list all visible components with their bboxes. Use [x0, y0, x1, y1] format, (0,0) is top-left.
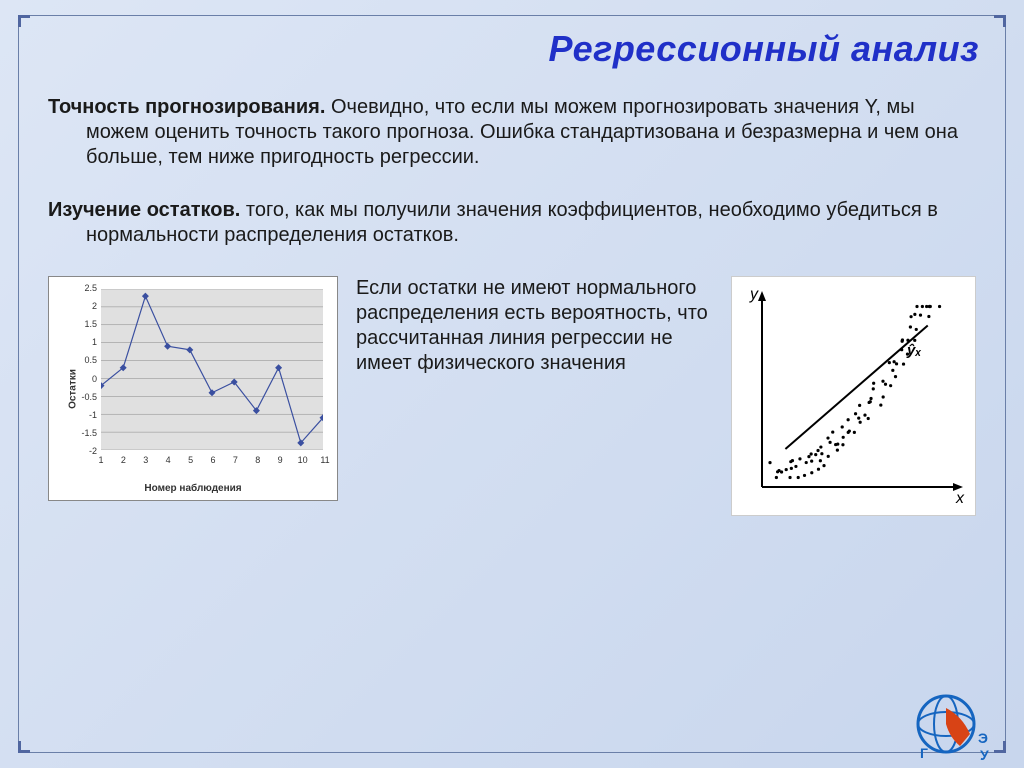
chart2-line-label: ŷₓ: [906, 342, 921, 359]
chart1-ytick: -1.5: [69, 428, 97, 438]
chart1-x-axis-label: Номер наблюдения: [144, 483, 241, 494]
bottom-row: Остатки Номер наблюдения 2.521.510.50-0.…: [48, 276, 976, 516]
chart1-xtick: 3: [137, 455, 155, 465]
svg-text:Г: Г: [920, 745, 928, 761]
residuals-chart: Остатки Номер наблюдения 2.521.510.50-0.…: [48, 276, 338, 501]
chart1-ytick: 2.5: [69, 283, 97, 293]
chart1-ytick: 1.5: [69, 319, 97, 329]
corner-decoration: [18, 741, 30, 753]
chart1-xtick: 11: [316, 455, 334, 465]
chart1-xtick: 8: [249, 455, 267, 465]
chart1-ytick: 2: [69, 301, 97, 311]
para2-heading: Изучение остатков.: [48, 199, 240, 221]
chart1-ytick: -0.5: [69, 392, 97, 402]
chart1-ytick: -1: [69, 410, 97, 420]
para1-heading: Точность прогнозирования.: [48, 96, 325, 118]
chart2-y-label: y: [749, 286, 759, 303]
chart1-ytick: 1: [69, 337, 97, 347]
slide-content: Точность прогнозирования. Очевидно, что …: [48, 95, 976, 516]
chart1-ytick: 0.5: [69, 355, 97, 365]
chart1-xtick: 7: [226, 455, 244, 465]
corner-decoration: [18, 15, 30, 27]
svg-text:У: У: [980, 747, 989, 762]
chart1-xtick: 4: [159, 455, 177, 465]
chart1-xtick: 1: [92, 455, 110, 465]
scatter-regression-chart: y x ŷₓ: [731, 276, 976, 516]
paragraph-accuracy: Точность прогнозирования. Очевидно, что …: [48, 95, 976, 170]
corner-decoration: [994, 15, 1006, 27]
paragraph-residuals: Изучение остатков. того, как мы получили…: [48, 198, 976, 248]
chart1-xtick: 9: [271, 455, 289, 465]
chart2-x-label: x: [955, 490, 965, 507]
middle-text: Если остатки не имеют нормального распре…: [356, 276, 713, 376]
chart1-plot-area: [101, 289, 323, 450]
svg-text:Э: Э: [978, 730, 988, 746]
chart1-xtick: 5: [182, 455, 200, 465]
chart1-xtick: 6: [204, 455, 222, 465]
chart1-ytick: 0: [69, 374, 97, 384]
chart1-xtick: 10: [294, 455, 312, 465]
chart1-xtick: 2: [114, 455, 132, 465]
slide-title: Регрессионный анализ: [549, 28, 979, 70]
university-logo: Г Э У: [912, 688, 996, 762]
